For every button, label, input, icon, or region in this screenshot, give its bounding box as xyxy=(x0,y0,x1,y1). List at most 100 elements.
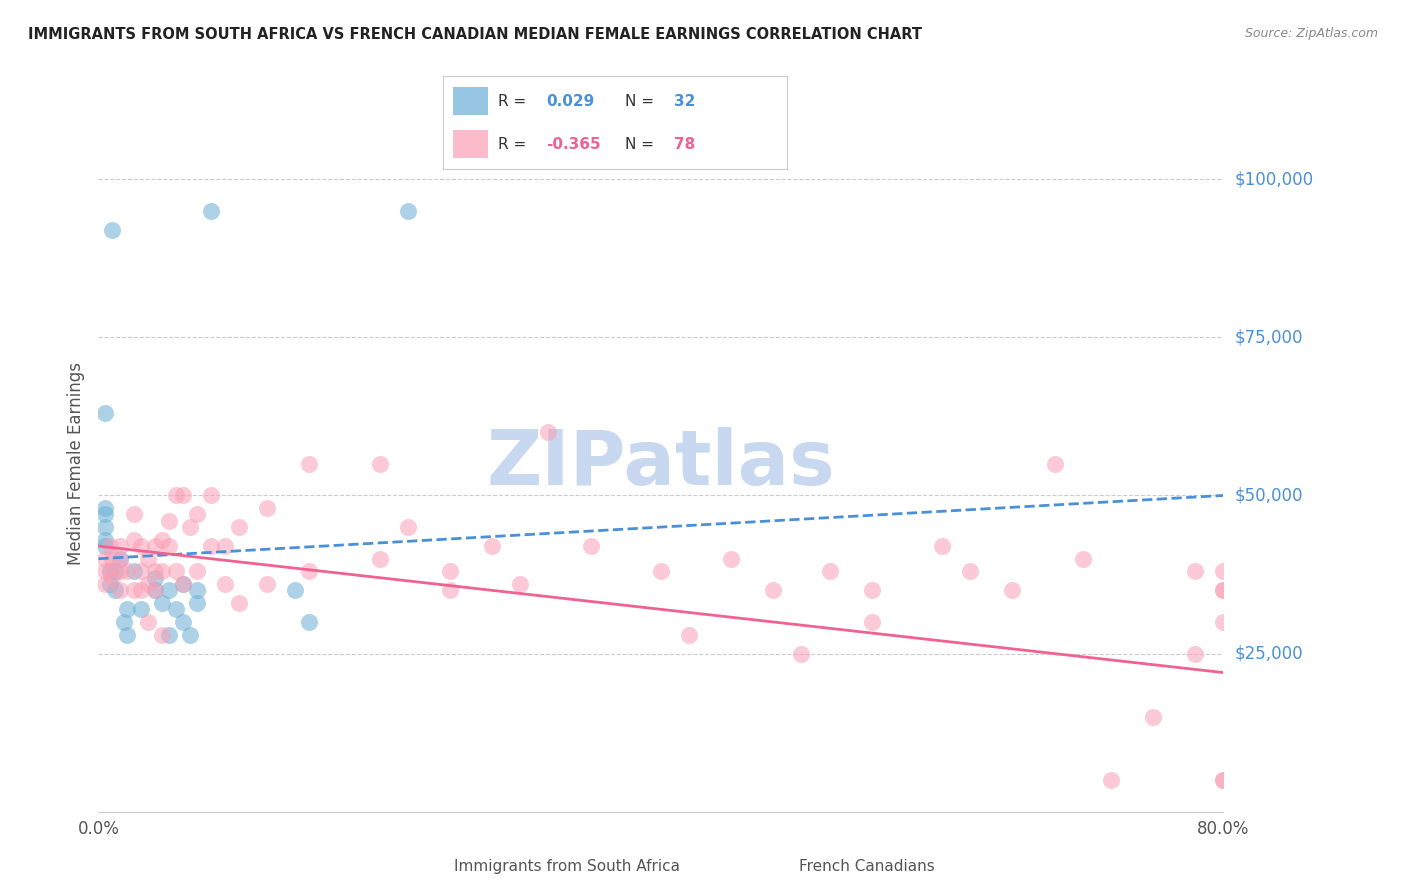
Point xyxy=(214,539,236,553)
Point xyxy=(172,577,194,591)
Point xyxy=(1212,615,1234,629)
Point xyxy=(481,539,503,553)
Point xyxy=(150,533,173,547)
Point xyxy=(165,565,187,579)
Point xyxy=(256,577,278,591)
Bar xyxy=(453,130,488,158)
Text: ZIPatlas: ZIPatlas xyxy=(486,427,835,500)
Point xyxy=(396,520,419,534)
Point xyxy=(172,577,194,591)
Point xyxy=(172,488,194,502)
Point xyxy=(157,627,180,641)
Point xyxy=(228,520,250,534)
Point xyxy=(537,425,560,440)
Point xyxy=(94,551,117,566)
Point xyxy=(396,203,419,218)
Point xyxy=(115,627,138,641)
Point xyxy=(143,571,166,585)
Point xyxy=(129,602,152,616)
Point xyxy=(200,203,222,218)
Point xyxy=(368,551,391,566)
Point xyxy=(98,565,121,579)
Point xyxy=(94,565,117,579)
Point xyxy=(1212,583,1234,598)
Point xyxy=(122,565,145,579)
Point xyxy=(98,565,121,579)
Point xyxy=(150,565,173,579)
Point xyxy=(122,508,145,522)
Point xyxy=(1212,583,1234,598)
Text: $100,000: $100,000 xyxy=(1234,170,1313,188)
Point xyxy=(790,647,813,661)
Point xyxy=(439,583,461,598)
Point xyxy=(179,520,201,534)
Point xyxy=(179,627,201,641)
Point xyxy=(1212,773,1234,788)
Point xyxy=(1043,457,1066,471)
Point xyxy=(98,539,121,553)
Point xyxy=(1142,710,1164,724)
Point xyxy=(298,615,321,629)
Point xyxy=(762,583,785,598)
Point xyxy=(1184,647,1206,661)
Text: French Canadians: French Canadians xyxy=(799,859,935,873)
Point xyxy=(165,488,187,502)
Point xyxy=(678,627,700,641)
Point xyxy=(157,539,180,553)
Point xyxy=(186,565,208,579)
Point xyxy=(1184,565,1206,579)
Text: 78: 78 xyxy=(673,136,695,152)
Point xyxy=(650,565,672,579)
Point xyxy=(200,539,222,553)
Point xyxy=(104,565,127,579)
Text: $25,000: $25,000 xyxy=(1234,645,1303,663)
Point xyxy=(115,565,138,579)
Text: N =: N = xyxy=(626,136,659,152)
Point xyxy=(94,520,117,534)
Point xyxy=(860,583,883,598)
Text: N =: N = xyxy=(626,94,659,109)
Point xyxy=(108,551,131,566)
Point xyxy=(143,565,166,579)
Point xyxy=(298,565,321,579)
Point xyxy=(214,577,236,591)
Point xyxy=(104,583,127,598)
Text: $75,000: $75,000 xyxy=(1234,328,1303,346)
Point xyxy=(129,539,152,553)
Point xyxy=(172,615,194,629)
Text: R =: R = xyxy=(498,136,531,152)
Point xyxy=(94,508,117,522)
Point xyxy=(157,583,180,598)
Point xyxy=(200,488,222,502)
Point xyxy=(1099,773,1122,788)
Point xyxy=(1212,565,1234,579)
Text: -0.365: -0.365 xyxy=(546,136,600,152)
Point xyxy=(136,615,159,629)
Point xyxy=(439,565,461,579)
Point xyxy=(298,457,321,471)
Point xyxy=(959,565,981,579)
Point xyxy=(101,571,124,585)
Point xyxy=(108,583,131,598)
Point xyxy=(720,551,742,566)
Text: IMMIGRANTS FROM SOUTH AFRICA VS FRENCH CANADIAN MEDIAN FEMALE EARNINGS CORRELATI: IMMIGRANTS FROM SOUTH AFRICA VS FRENCH C… xyxy=(28,27,922,42)
Point xyxy=(228,596,250,610)
Point xyxy=(509,577,531,591)
Point xyxy=(94,577,117,591)
Point xyxy=(108,565,131,579)
Point xyxy=(136,551,159,566)
Point xyxy=(112,615,135,629)
Text: 0.029: 0.029 xyxy=(546,94,595,109)
Point xyxy=(579,539,602,553)
Point xyxy=(165,602,187,616)
Point xyxy=(186,596,208,610)
Point xyxy=(129,565,152,579)
Point xyxy=(150,596,173,610)
Point xyxy=(94,406,117,420)
Point xyxy=(157,514,180,528)
Point xyxy=(256,501,278,516)
Point xyxy=(136,577,159,591)
Point xyxy=(98,577,121,591)
Point xyxy=(94,501,117,516)
Point xyxy=(129,583,152,598)
